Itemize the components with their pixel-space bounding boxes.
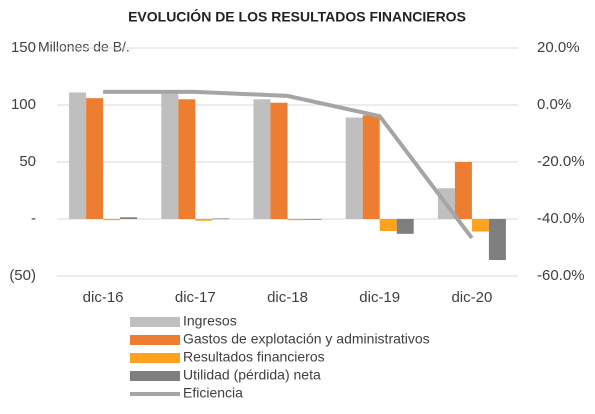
y-tick-label: (50) (9, 267, 36, 284)
y2-tick-label: 20.0% (537, 39, 580, 56)
bar (178, 99, 196, 219)
y-tick-label: 150 (11, 39, 36, 56)
x-tick-label: dic-16 (83, 289, 124, 306)
bar (454, 162, 472, 219)
bar (362, 115, 380, 219)
bar (304, 219, 322, 220)
bar (212, 218, 230, 220)
bar (471, 219, 489, 232)
bar (120, 217, 138, 219)
legend-label: Utilidad (pérdida) neta (183, 367, 321, 383)
legend-swatch (130, 353, 180, 363)
bar (270, 102, 288, 219)
x-tick-label: dic-17 (175, 289, 216, 306)
y-tick-label: 100 (11, 96, 36, 113)
legend-swatch (130, 317, 180, 327)
y2-tick-label: -40.0% (537, 210, 585, 227)
bar (161, 93, 179, 219)
legend-swatch (130, 371, 180, 381)
x-tick-label: dic-18 (267, 289, 308, 306)
bar (396, 219, 414, 234)
bar (86, 98, 104, 219)
bar (345, 117, 363, 219)
bar (103, 219, 121, 221)
y2-tick-label: -20.0% (537, 153, 585, 170)
y2-tick-label: -60.0% (537, 267, 585, 284)
chart-title: EVOLUCIÓN DE LOS RESULTADOS FINANCIEROS (128, 8, 466, 25)
x-tick-label: dic-19 (359, 289, 400, 306)
x-tick-label: dic-20 (451, 289, 492, 306)
y-tick-label: 50 (19, 153, 36, 170)
legend-label: Gastos de explotación y administrativos (183, 331, 430, 347)
line (103, 89, 474, 240)
legend-label: Resultados financieros (183, 349, 325, 365)
y-tick-label: - (31, 210, 36, 227)
bar (287, 219, 305, 221)
y-axis-label: Millones de B/. (38, 39, 130, 55)
bar (253, 99, 271, 219)
bar (488, 219, 506, 261)
bar (195, 219, 213, 221)
legend-label: Eficiencia (183, 385, 243, 401)
bar (69, 92, 87, 219)
legend-label: Ingresos (183, 313, 237, 329)
legend-swatch (130, 335, 180, 345)
y2-tick-label: 0.0% (537, 96, 571, 113)
bar (379, 219, 397, 231)
